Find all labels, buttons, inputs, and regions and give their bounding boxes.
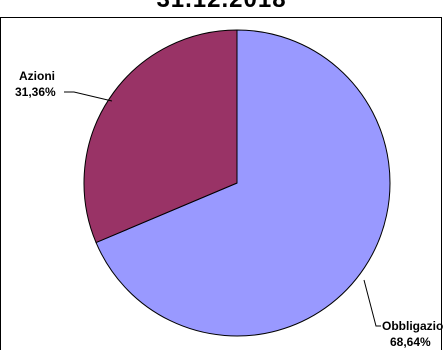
pie-slices-group	[83, 29, 391, 337]
plot-area-frame	[0, 17, 442, 350]
pie-slice-azioni	[83, 29, 238, 244]
slice-label-obbligazioni-value: 68,64%	[390, 335, 431, 349]
chart-title: 31.12.2018	[0, 0, 443, 16]
slice-label-azioni: Azioni 31,36%	[15, 69, 113, 102]
slice-label-azioni-name: Azioni	[19, 69, 55, 83]
leader-line-obbligazioni	[363, 279, 381, 327]
slice-label-obbligazioni-name: Obbligazioni	[382, 319, 443, 333]
pie-slice-obbligazioni	[95, 29, 391, 337]
leader-line-azioni	[64, 91, 113, 102]
slice-label-obbligazioni: Obbligazioni 68,64%	[363, 279, 443, 349]
slice-label-azioni-value: 31,36%	[15, 85, 56, 99]
